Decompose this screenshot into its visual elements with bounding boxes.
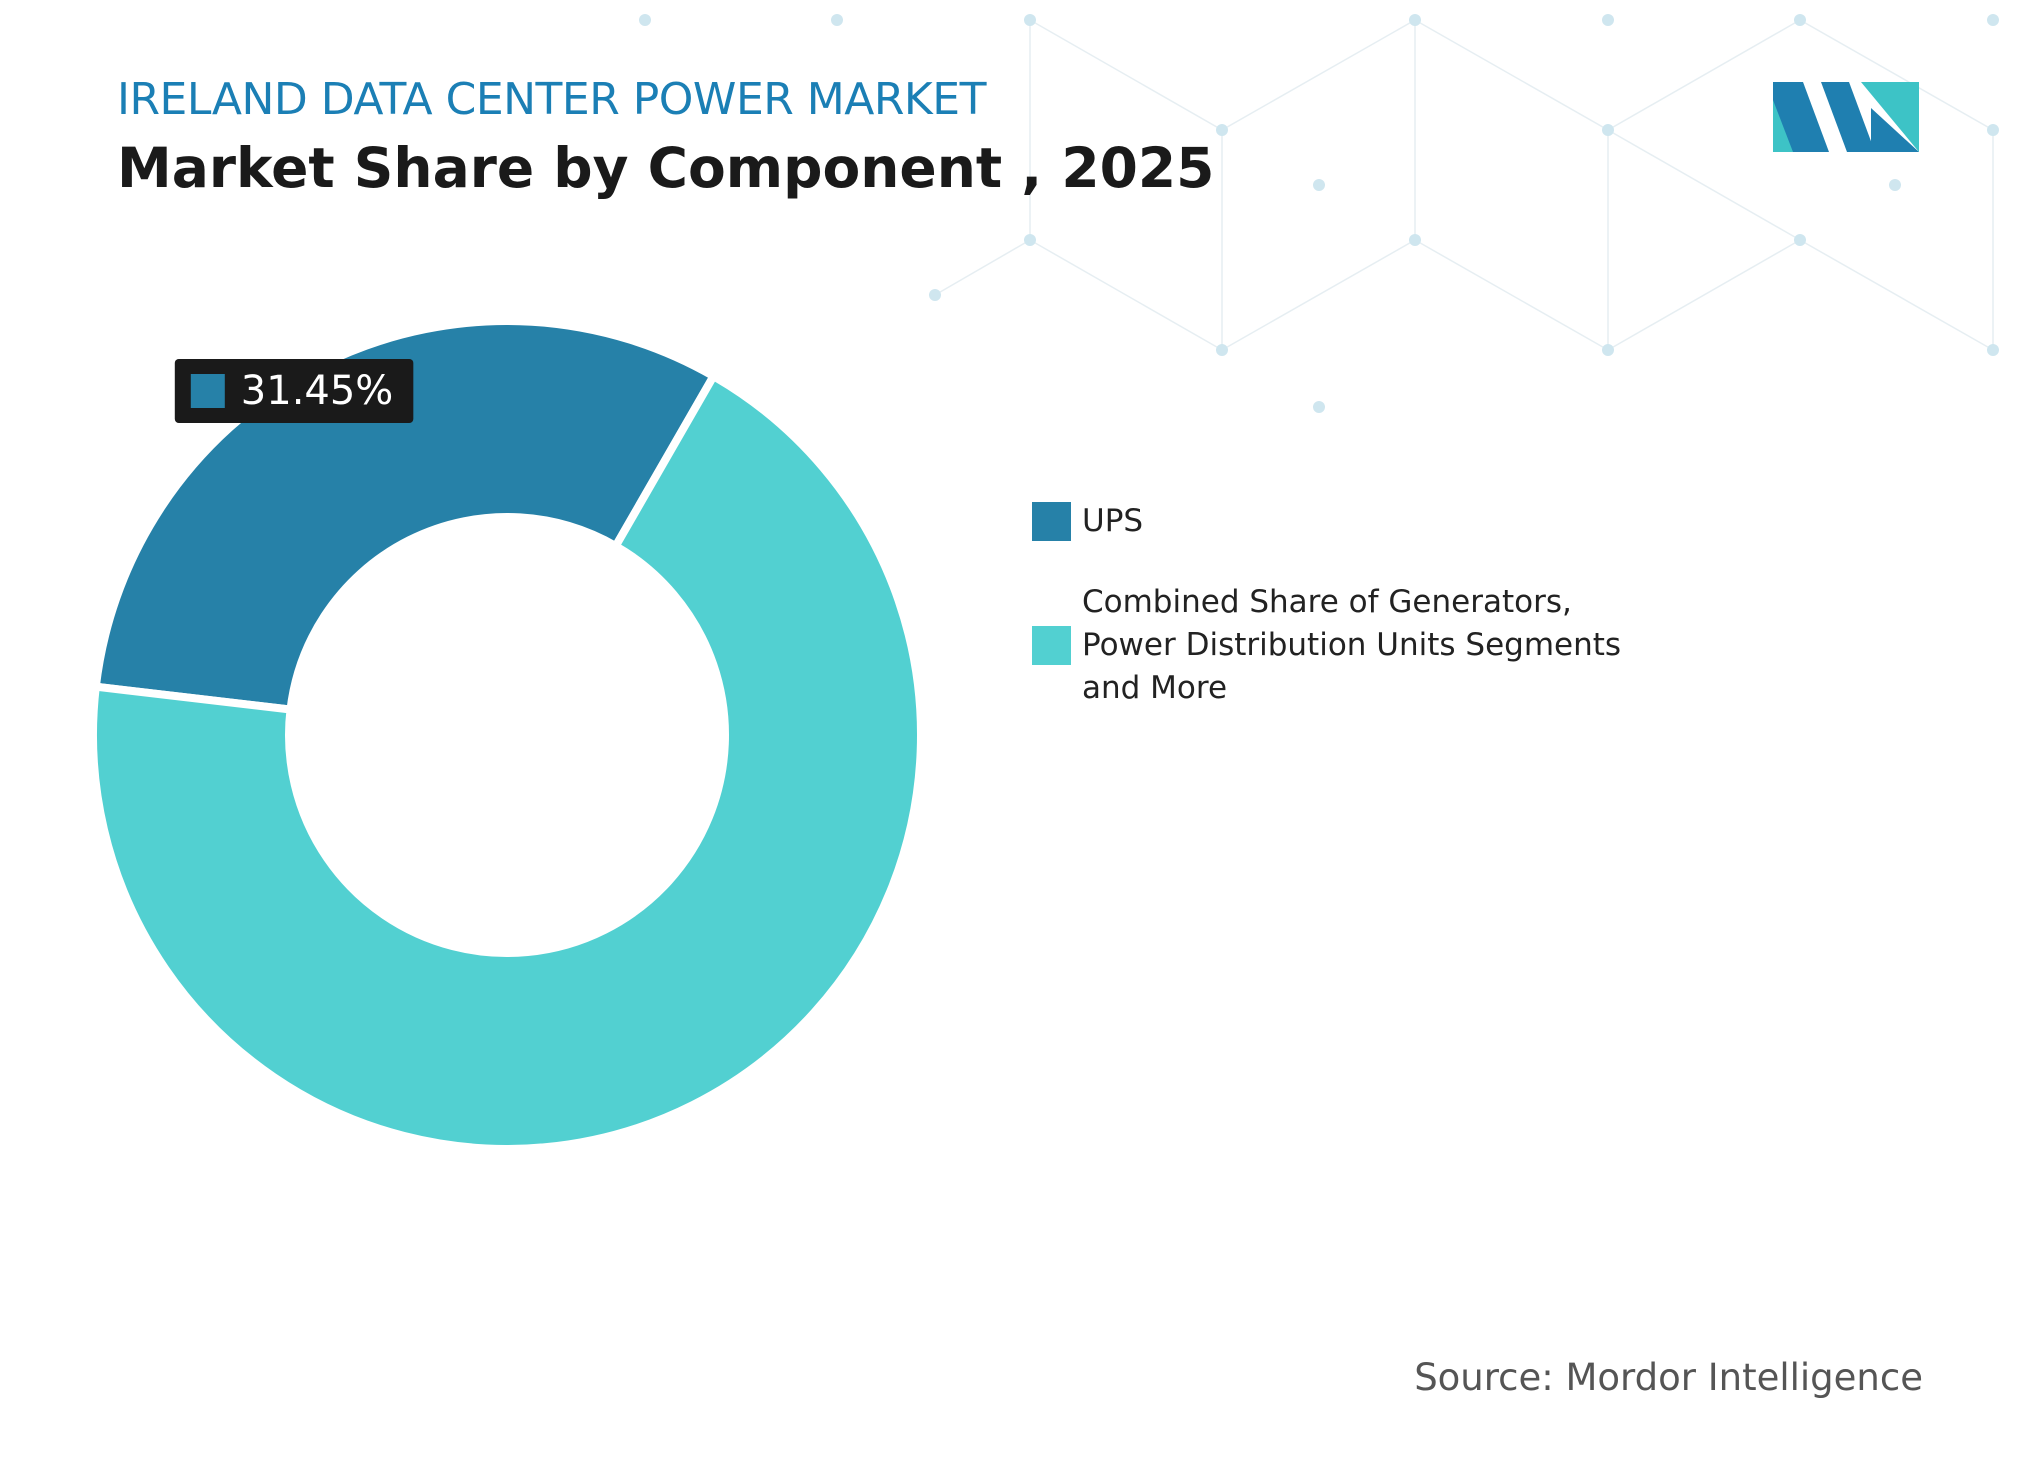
chart-title: IRELAND DATA CENTER POWER MARKET — [117, 74, 986, 125]
logo — [1773, 82, 1919, 152]
legend-swatch — [1032, 626, 1071, 665]
value-label-swatch — [190, 374, 225, 409]
legend-item: UPS — [1032, 500, 1652, 543]
chart-subtitle: Market Share by Component , 2025 — [117, 136, 1215, 200]
value-label: 31.45% — [174, 359, 414, 424]
legend-label: UPS — [1082, 503, 1144, 539]
donut-chart: 31.45% — [89, 317, 925, 1153]
legend-item: Combined Share of Generators, Power Dist… — [1032, 581, 1652, 710]
donut-slice — [89, 370, 925, 1153]
legend-label: Combined Share of Generators, Power Dist… — [1082, 584, 1622, 706]
value-label-text: 31.45% — [241, 368, 394, 414]
legend-swatch — [1032, 502, 1071, 541]
value-label-box — [174, 359, 414, 424]
source: Source: Mordor Intelligence — [1414, 1356, 1923, 1399]
legend: UPS Combined Share of Generators, Power D… — [1032, 500, 1652, 748]
